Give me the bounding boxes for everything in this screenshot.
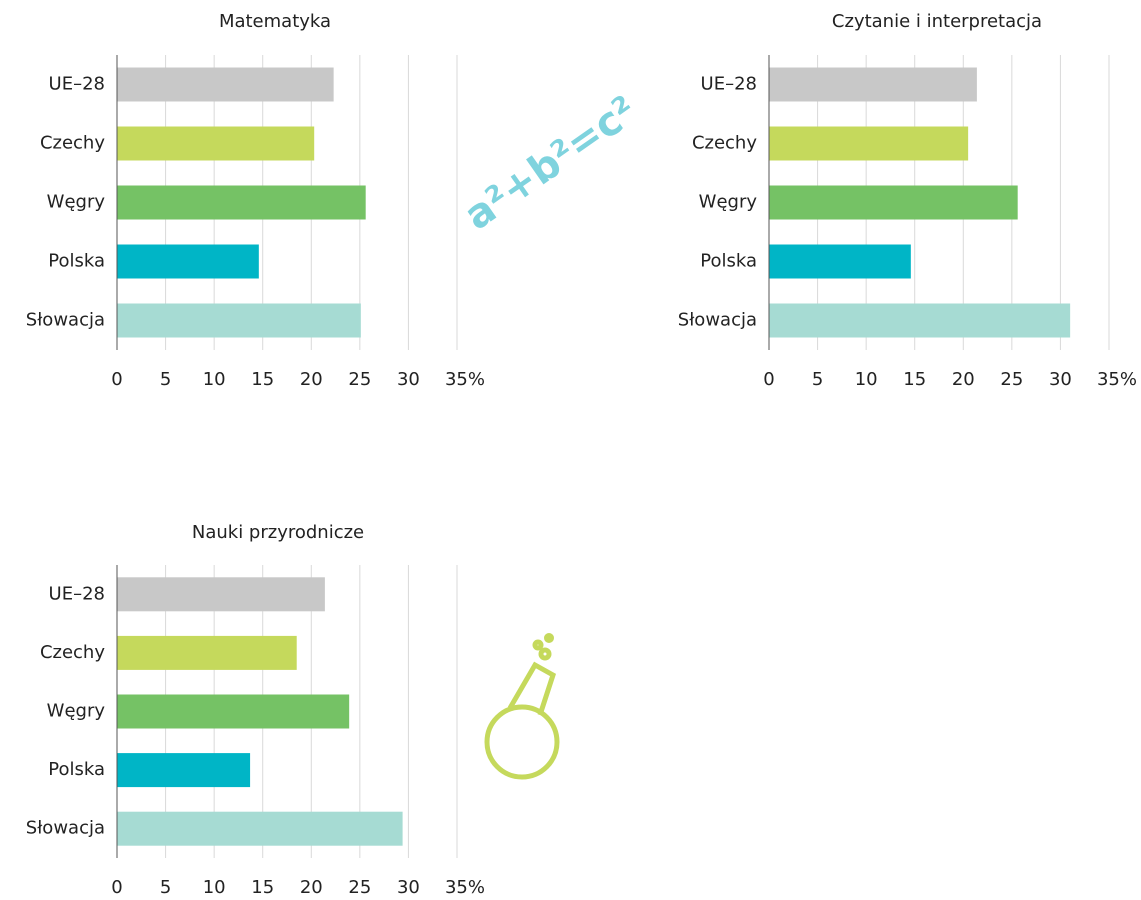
bar [117,126,315,161]
x-tick-label: 35% [1097,369,1137,390]
category-label: Czechy [40,642,105,663]
category-label: UE–28 [701,74,757,95]
bar [769,244,911,279]
bar [769,185,1018,220]
chart-title: Matematyka [219,11,331,32]
annotation: a²+b²=c² [456,87,645,239]
x-tick-label: 25 [348,877,371,898]
x-tick-label: 25 [348,369,371,390]
x-tick-label: 30 [397,877,420,898]
chart-title: Nauki przyrodnicze [192,522,364,543]
x-tick-label: 20 [300,369,323,390]
category-label: Polska [700,251,757,272]
bar [769,303,1071,338]
bar [117,577,325,612]
x-tick-label: 30 [1049,369,1072,390]
bar [117,67,334,102]
category-label: UE–28 [49,583,105,604]
x-tick-label: 10 [203,877,226,898]
x-tick-label: 30 [397,369,420,390]
chart-title: Czytanie i interpretacja [832,11,1042,32]
bar [117,244,259,279]
category-label: Węgry [47,701,106,722]
x-tick-label: 25 [1000,369,1023,390]
category-label: Czechy [692,133,757,154]
category-label: Słowacja [26,818,105,839]
bar [117,811,403,846]
bar [769,126,969,161]
category-label: Węgry [47,192,106,213]
category-label: Słowacja [26,310,105,331]
x-tick-label: 15 [903,369,926,390]
x-tick-label: 35% [445,369,485,390]
category-label: Węgry [699,192,758,213]
flask-icon [484,633,560,780]
bar [769,67,977,102]
category-label: Czechy [40,133,105,154]
x-tick-label: 15 [251,877,274,898]
x-tick-label: 10 [203,369,226,390]
x-tick-label: 20 [300,877,323,898]
x-tick-label: 5 [160,369,171,390]
x-tick-label: 10 [855,369,878,390]
x-tick-label: 5 [160,877,171,898]
x-tick-label: 0 [763,369,774,390]
x-tick-label: 5 [812,369,823,390]
x-tick-label: 20 [952,369,975,390]
bar [117,753,251,788]
bar [117,185,366,220]
bar [117,694,350,729]
category-label: UE–28 [49,74,105,95]
category-label: Polska [48,759,105,780]
x-tick-label: 0 [111,877,122,898]
bar [117,635,297,670]
category-label: Słowacja [678,310,757,331]
x-tick-label: 35% [445,877,485,898]
x-tick-label: 15 [251,369,274,390]
bar [117,303,361,338]
category-label: Polska [48,251,105,272]
x-tick-label: 0 [111,369,122,390]
